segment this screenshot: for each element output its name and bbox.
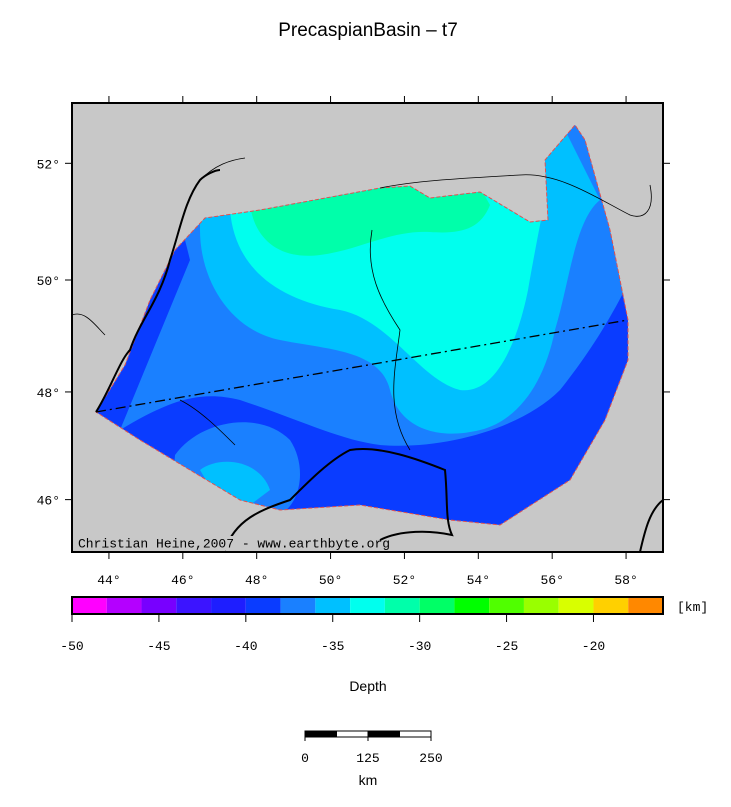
colorbar-segment	[106, 597, 142, 614]
colorbar-frame	[71, 596, 664, 615]
basin-outline	[95, 124, 629, 526]
colorbar-segment	[141, 597, 177, 614]
scalebar-tick-label: 250	[419, 751, 442, 766]
colorbar-segment	[558, 597, 594, 614]
title: PrecaspianBasin – t7	[278, 20, 458, 41]
map-frame	[71, 102, 664, 553]
x-tick-label: 54°	[467, 573, 490, 588]
x-tick-label: 48°	[245, 573, 268, 588]
y-tick-label: 50°	[37, 274, 60, 289]
colorbar-segment	[628, 597, 663, 614]
axes: 44° 46° 48° 50° 52° 54° 56° 58° 46° 48° 50° 52° -50 -…	[37, 96, 708, 788]
colorbar-segment	[176, 597, 212, 614]
x-tick-label: 52°	[393, 573, 416, 588]
scalebar-segment	[399, 730, 432, 738]
coastlines	[72, 157, 663, 552]
colorbar-segment	[245, 597, 281, 614]
scalebar-segment	[367, 730, 400, 738]
credit-box	[76, 536, 378, 550]
scalebar-tick-label: 125	[356, 751, 379, 766]
scalebar-tick-label: 0	[301, 751, 309, 766]
colorbar-segment	[489, 597, 524, 614]
colorbar-segment	[523, 597, 559, 614]
colorbar-tick-label: -50	[60, 639, 83, 654]
scalebar-segment	[336, 730, 369, 738]
colorbar-tick-label: -20	[582, 639, 605, 654]
colorbar-tick-label: -25	[495, 639, 518, 654]
colorbar-segment	[315, 597, 351, 614]
y-tick-label: 46°	[37, 494, 60, 509]
colorbar-unit: [km]	[677, 600, 708, 615]
colorbar-segment	[384, 597, 420, 614]
x-tick-label: 58°	[614, 573, 637, 588]
credit: Christian Heine,2007 - www.earthbyte.org	[78, 536, 390, 551]
colorbar-segment	[454, 597, 490, 614]
colorbar-segment	[350, 597, 385, 614]
x-tick-label: 56°	[540, 573, 563, 588]
colorbar-segment	[419, 597, 455, 614]
colorbar-segment	[72, 597, 107, 614]
colorbar-tick-label: -45	[147, 639, 170, 654]
colorbar-segment	[593, 597, 629, 614]
profile-line	[95, 319, 629, 413]
colorbar-tick-label: -35	[321, 639, 344, 654]
y-tick-label: 48°	[37, 386, 60, 401]
x-tick-label: 46°	[171, 573, 194, 588]
scalebar-segment	[304, 730, 337, 738]
colorbar-segment	[280, 597, 316, 614]
colorbar-label: Depth	[349, 678, 386, 694]
colorbar-tick-label: -30	[408, 639, 431, 654]
colorbar-tick-label: -40	[234, 639, 257, 654]
colorbar-segment	[211, 597, 246, 614]
scalebar-label: km	[359, 772, 378, 788]
x-tick-label: 44°	[97, 573, 120, 588]
x-tick-label: 50°	[319, 573, 342, 588]
y-tick-label: 52°	[37, 157, 60, 172]
